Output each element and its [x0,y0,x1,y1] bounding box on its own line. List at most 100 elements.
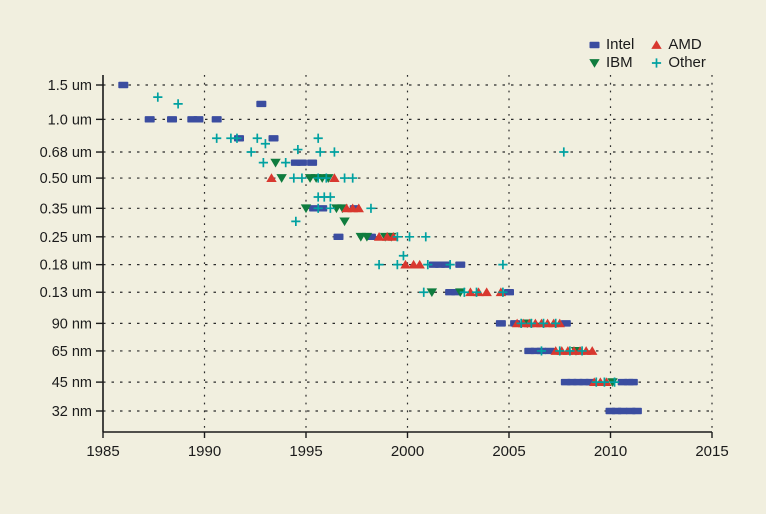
data-point-other [293,144,303,155]
y-tick-label: 45 nm [52,375,92,391]
legend-marker-triangle-down-icon [589,58,600,68]
data-point-other [498,260,508,270]
data-point-amd [414,259,425,269]
data-point-other [404,232,415,242]
data-point-intel [504,289,514,296]
data-point-other [392,260,402,270]
data-point-other [153,92,163,102]
legend-marker-square-icon [589,41,600,48]
data-point-other [555,346,565,356]
data-point-amd [400,259,411,269]
data-point-ibm [361,232,373,242]
data-point-ibm [300,204,312,214]
data-point-other [232,133,242,143]
data-point-other [551,318,561,328]
data-point-other [291,216,301,226]
data-point-other [325,203,335,213]
data-point-other [559,147,569,157]
data-point-intel [617,407,628,415]
data-point-other [297,173,307,183]
series-other [153,92,620,387]
data-point-intel [193,116,204,123]
data-point-ibm [276,174,287,183]
data-point-intel [211,116,222,123]
data-point-other [313,133,323,143]
legend-label: Other [668,54,706,71]
y-tick-label: 0.50 um [40,171,92,187]
data-point-other [516,318,526,328]
data-point-other [258,158,268,168]
data-point-other [421,232,431,242]
data-point-intel [118,81,129,89]
legend-item-intel: Intel [588,36,634,53]
x-tick-label: 2015 [695,443,728,460]
y-tick-label: 1.0 um [48,112,92,128]
data-point-other [398,251,409,261]
data-point-other [246,147,256,157]
data-point-intel [627,378,638,386]
data-point-ibm [270,158,281,168]
data-point-other [392,232,402,242]
data-point-other [366,203,376,213]
legend-label: AMD [668,36,702,53]
legend-item-ibm: IBM [588,54,634,71]
data-point-amd [587,346,598,355]
data-point-amd [329,173,340,182]
data-point-other [498,287,508,297]
data-point-other [313,173,323,183]
data-point-other [536,346,547,356]
data-point-amd [353,203,364,213]
data-point-intel [144,116,155,123]
data-point-other [459,287,469,297]
legend-label: IBM [606,54,633,71]
data-point-other [591,377,601,387]
y-tick-label: 0.13 um [40,285,92,301]
x-tick-label: 2000 [391,443,424,460]
legend-square-icon [589,41,600,48]
legend-triangle-down-icon [589,58,600,68]
y-tick-label: 65 nm [52,344,92,360]
data-point-other [329,147,340,157]
data-point-other [423,260,433,270]
data-point-other [281,158,291,168]
data-point-intel [495,320,506,327]
series-intel [118,81,642,415]
data-point-intel [167,116,178,123]
data-point-intel [455,261,466,268]
data-point-other [260,139,270,149]
y-tick-label: 1.5 um [48,78,92,94]
data-point-amd [373,232,385,241]
data-point-other [445,260,455,270]
data-point-other [577,346,587,356]
legend-plus-icon [652,57,662,68]
y-tick-label: 32 nm [52,404,92,420]
data-point-intel [333,233,344,241]
data-point-other [325,192,335,202]
data-point-other [315,147,325,157]
data-point-amd [266,173,277,182]
gridlines [103,75,713,432]
data-point-other [321,173,331,183]
data-point-other [526,318,536,328]
data-point-other [173,99,183,109]
y-tick-label: 90 nm [52,316,92,332]
data-point-intel [631,407,642,415]
data-point-other [565,346,575,356]
legend-label: Intel [606,36,635,53]
data-point-ibm [426,288,438,298]
data-point-other [339,173,350,183]
y-tick-label: 0.25 um [40,230,92,246]
y-tick-label: 0.18 um [40,258,92,274]
data-point-other [289,173,299,183]
data-point-ibm [339,217,350,227]
data-point-amd [481,287,492,297]
data-point-other [374,260,384,270]
data-point-intel [268,135,279,142]
legend-marker-plus-icon [652,57,662,68]
data-point-other [252,133,262,143]
legend-marker-triangle-up-icon [651,39,663,49]
data-point-other [212,133,222,143]
chart-legend: Intel AMD IBM Other [588,36,706,71]
data-point-intel [307,159,318,166]
